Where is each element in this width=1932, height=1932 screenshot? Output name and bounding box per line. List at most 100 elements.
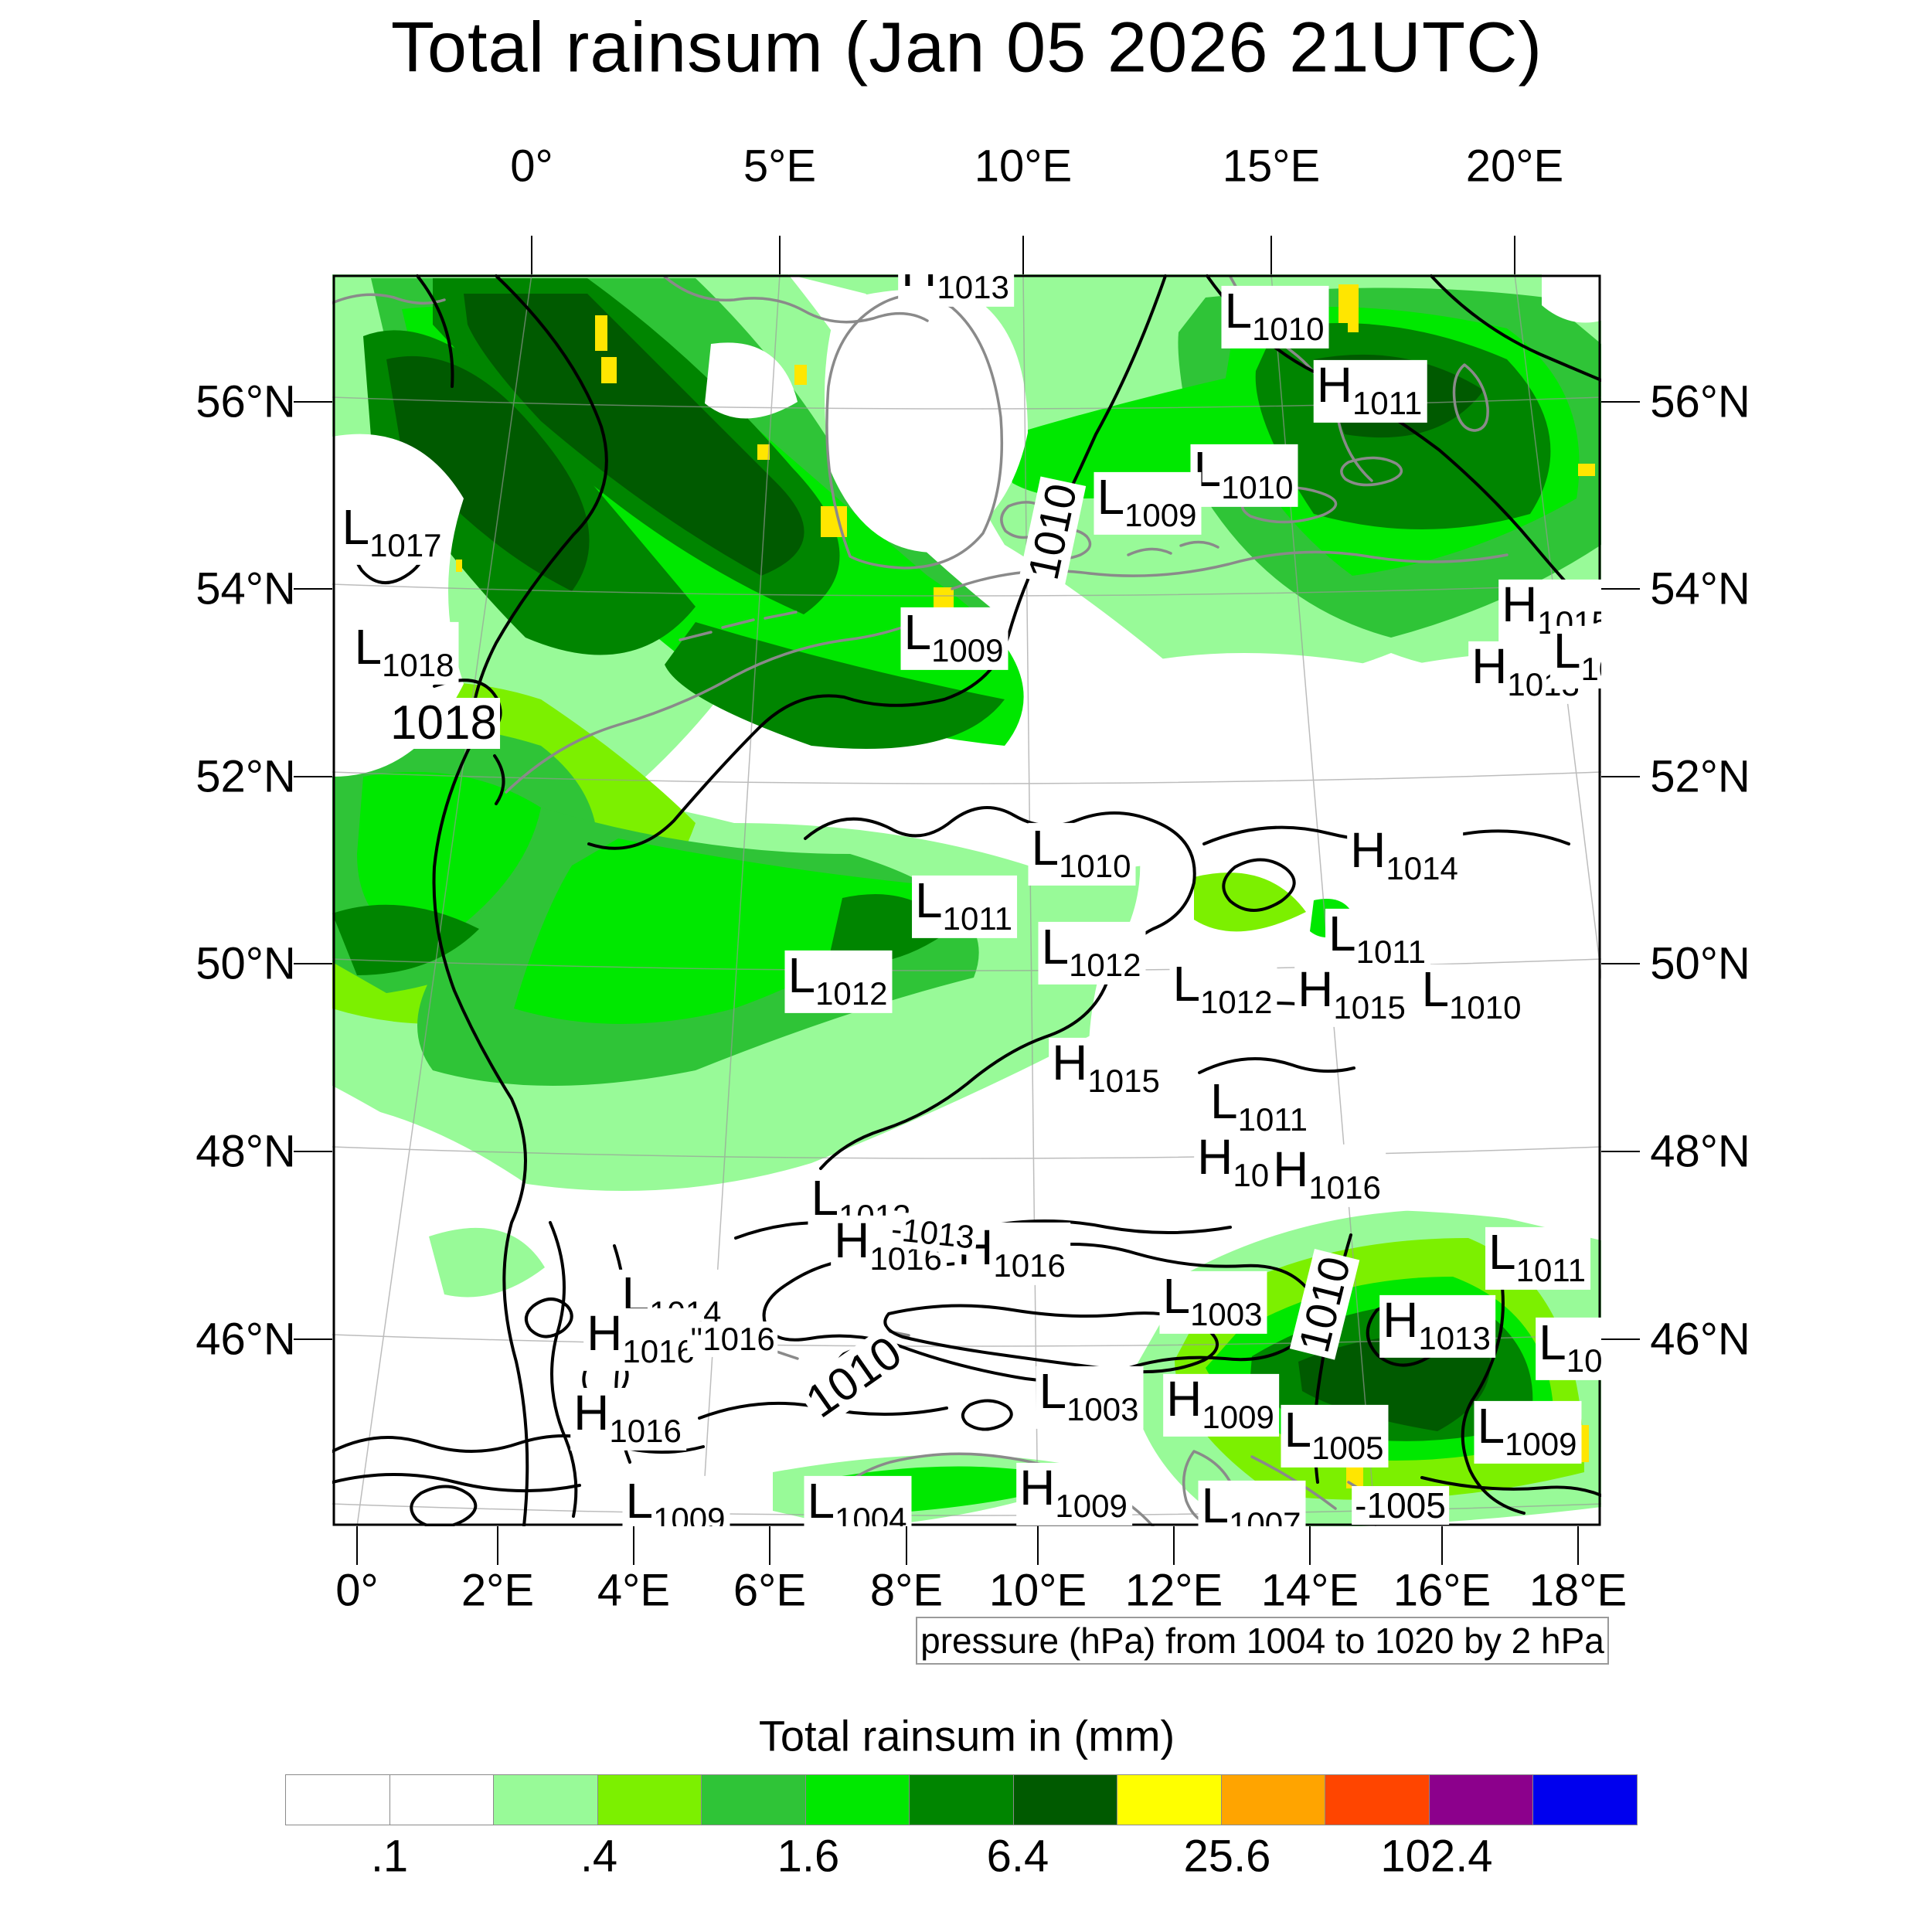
pressure-letter: H bbox=[1273, 1141, 1309, 1197]
pressure-high-label: H1016 bbox=[570, 1387, 686, 1451]
top-axis-tick bbox=[1270, 236, 1272, 274]
pressure-low-label: L1004 bbox=[804, 1475, 912, 1526]
pressure-low-label: L1009 bbox=[1094, 468, 1202, 535]
bottom-axis-label: 4°E bbox=[597, 1565, 671, 1616]
top-axis-tick bbox=[779, 236, 781, 274]
pressure-low-label: L1010 bbox=[1190, 444, 1298, 507]
top-axis-label: 20°E bbox=[1465, 141, 1564, 192]
right-axis-tick bbox=[1601, 963, 1640, 964]
pressure-value: 1011 bbox=[1355, 933, 1426, 970]
bottom-axis-label: 0° bbox=[335, 1565, 379, 1616]
pressure-value: 1016 bbox=[622, 1332, 695, 1369]
pressure-letter: L bbox=[903, 604, 932, 660]
pressure-high-label: H1014 bbox=[1347, 825, 1463, 888]
colorbar-tick-label: .4 bbox=[580, 1831, 618, 1882]
pressure-value: 1012 bbox=[1200, 983, 1273, 1020]
left-axis-tick bbox=[294, 401, 332, 403]
pressure-high-label: H1013 bbox=[898, 274, 1014, 307]
bottom-axis-tick bbox=[356, 1526, 358, 1565]
pressure-value: 1009 bbox=[653, 1500, 726, 1526]
pressure-low-label: L1018 bbox=[351, 621, 459, 685]
pressure-value: 1003 bbox=[1190, 1295, 1263, 1332]
pressure-letter: L bbox=[1284, 1401, 1312, 1458]
colorbar bbox=[285, 1774, 1638, 1825]
pressure-low-label: L1003 bbox=[1036, 1362, 1144, 1429]
pressure-low-label: L1012 bbox=[1169, 955, 1277, 1022]
colorbar-tick-label: 6.4 bbox=[986, 1831, 1049, 1882]
pressure-value: 1010 bbox=[1252, 310, 1325, 347]
pressure-letter: L bbox=[1162, 1267, 1191, 1324]
pressure-letter: L bbox=[1172, 955, 1201, 1012]
colorbar-swatch bbox=[1117, 1774, 1222, 1825]
pressure-value: 1015 bbox=[1333, 988, 1406, 1026]
colorbar-swatch bbox=[701, 1774, 806, 1825]
pressure-value: 1015 bbox=[1087, 1062, 1160, 1099]
pressure-letter: H bbox=[1197, 1128, 1233, 1185]
bottom-axis-tick bbox=[906, 1526, 907, 1565]
top-axis-label: 0° bbox=[510, 141, 553, 192]
pressure-letter: H bbox=[1316, 356, 1352, 413]
pressure-value: 1012 bbox=[1069, 946, 1141, 983]
pressure-legend-text: pressure (hPa) from 1004 to 1020 by 2 hP… bbox=[920, 1621, 1604, 1661]
pressure-letter: L bbox=[1039, 1362, 1067, 1419]
pressure-low-label: L1017 bbox=[338, 498, 447, 565]
pressure-high-label: H1013 bbox=[1379, 1291, 1495, 1358]
right-axis-label: 46°N bbox=[1650, 1314, 1750, 1365]
pressure-value: 1012 bbox=[815, 975, 888, 1012]
colorbar-swatch bbox=[1325, 1774, 1430, 1825]
right-axis-tick bbox=[1601, 401, 1640, 403]
pressure-letter: L bbox=[1097, 468, 1125, 525]
pressure-value: 1017 bbox=[369, 526, 442, 563]
bottom-axis-label: 16°E bbox=[1393, 1565, 1492, 1616]
top-axis-label: 15°E bbox=[1222, 141, 1321, 192]
pressure-low-label: L1010 bbox=[1028, 819, 1136, 886]
pressure-letter: L bbox=[625, 1472, 654, 1526]
right-axis-label: 50°N bbox=[1650, 938, 1750, 989]
pressure-low-label: L1011 bbox=[1485, 1226, 1590, 1290]
pressure-low-label: L1010 bbox=[1221, 285, 1329, 349]
bottom-axis-label: 2°E bbox=[461, 1565, 535, 1616]
pressure-letter: L bbox=[787, 947, 816, 1003]
pressure-value: 1011 bbox=[1515, 1251, 1586, 1288]
pressure-value: 1009 bbox=[1202, 1398, 1274, 1435]
pressure-value: 1005 bbox=[1311, 1429, 1384, 1466]
pressure-high-label: H1015 bbox=[1049, 1034, 1165, 1100]
bottom-axis-label: 12°E bbox=[1124, 1565, 1223, 1616]
pressure-value: 1016 bbox=[609, 1412, 682, 1449]
pressure-letter: H bbox=[1350, 821, 1386, 878]
top-axis-tick bbox=[1022, 236, 1024, 274]
pressure-letter: L bbox=[1031, 819, 1060, 876]
pressure-value: 1009 bbox=[1124, 496, 1197, 533]
right-axis-tick bbox=[1601, 776, 1640, 777]
colorbar-swatch bbox=[389, 1774, 494, 1825]
contour-inline-label: 1010 bbox=[1019, 476, 1086, 587]
pressure-low-label: L1012 bbox=[784, 950, 893, 1013]
bottom-axis-tick bbox=[1037, 1526, 1039, 1565]
pressure-high-label: H1015 bbox=[1498, 579, 1601, 642]
colorbar-tick-label: .1 bbox=[370, 1831, 409, 1882]
pressure-value: 101 bbox=[1566, 1342, 1601, 1379]
left-axis-tick bbox=[294, 776, 332, 777]
pressure-letter: L bbox=[915, 872, 943, 928]
right-axis-label: 56°N bbox=[1650, 376, 1750, 427]
contour-inline-label: 1018 bbox=[387, 698, 500, 749]
left-axis-label: 48°N bbox=[196, 1126, 296, 1177]
bottom-axis-tick bbox=[1577, 1526, 1579, 1565]
pressure-letter: H bbox=[1471, 638, 1508, 694]
pressure-letter: L bbox=[1328, 905, 1356, 961]
pressure-low-label: L1011 bbox=[1325, 905, 1430, 971]
pressure-value: 1004 bbox=[835, 1500, 907, 1526]
map-overlay: H1013L1010H1011L1010L1009L1017L1018L1009… bbox=[332, 274, 1601, 1526]
pressure-letter: L bbox=[342, 498, 370, 555]
pressure-letter: H bbox=[1383, 1291, 1419, 1348]
pressure-low-label: L1003 bbox=[1159, 1267, 1267, 1334]
left-axis-tick bbox=[294, 588, 332, 590]
bottom-axis-label: 14°E bbox=[1260, 1565, 1359, 1616]
right-axis-label: 48°N bbox=[1650, 1126, 1750, 1177]
pressure-value: 1010 bbox=[1221, 468, 1294, 505]
left-axis-label: 46°N bbox=[196, 1314, 296, 1365]
pressure-low-label: L1011 bbox=[1207, 1076, 1312, 1139]
colorbar-swatch bbox=[1532, 1774, 1638, 1825]
pressure-letter: H bbox=[1052, 1034, 1088, 1090]
